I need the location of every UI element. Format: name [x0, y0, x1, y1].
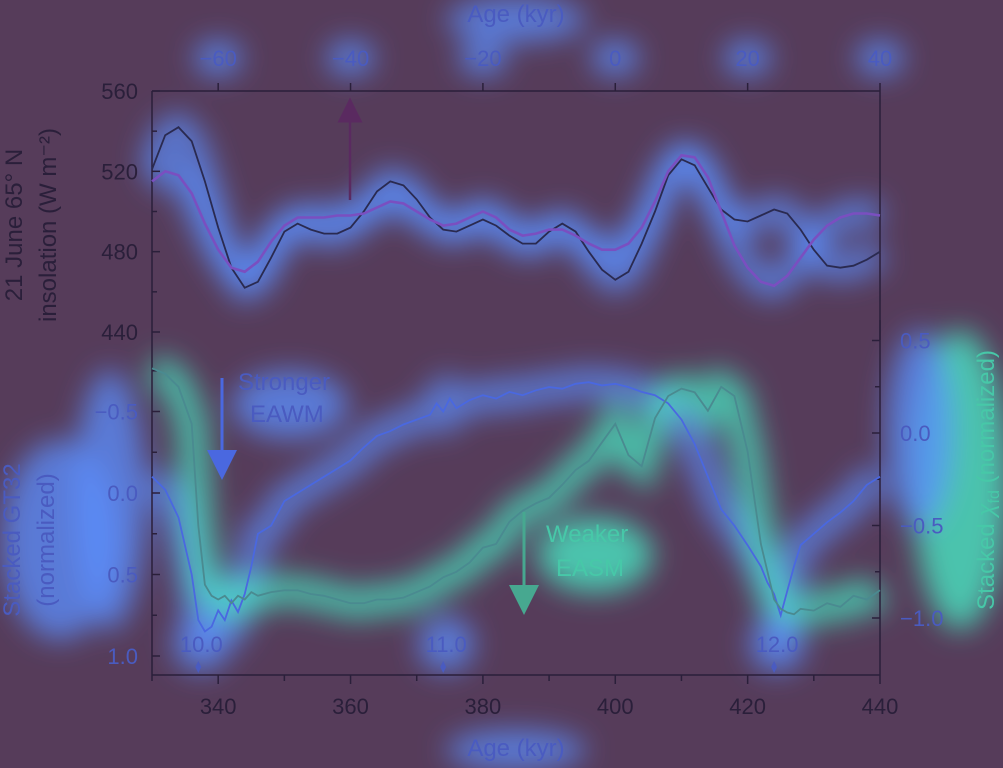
- lower-x-ticks: 340 360 380 400 420 440: [151, 675, 899, 719]
- marker-label: 10.0: [180, 632, 223, 657]
- gt32-line: [151, 381, 881, 633]
- label-glow: [856, 40, 904, 76]
- label-glow: [326, 40, 375, 76]
- upper-series: [151, 126, 881, 289]
- label-glow: [723, 40, 772, 76]
- lower-x-tick-label: 380: [465, 694, 502, 719]
- marker-glow: [418, 616, 475, 672]
- upper-y-axis-title-line1: 21 June 65° N: [1, 149, 28, 301]
- lower-right-y-tick-label: 0.0: [900, 421, 931, 446]
- marker-diamond: [195, 661, 202, 673]
- label-glow: [446, 0, 586, 42]
- upper-y-tick-label: 440: [101, 320, 138, 345]
- marker-glow: [749, 616, 806, 672]
- lower-x-axis-title: Age (kyr): [467, 735, 564, 762]
- upper-x-tick-label: −60: [200, 46, 237, 71]
- upper-x-axis-title: Age (kyr): [467, 1, 564, 28]
- lower-left-y-title-line1: Stacked GT32: [0, 463, 26, 616]
- right-title-symbol: χ: [973, 503, 1000, 519]
- label-glow: [446, 730, 586, 768]
- insolation-line-light: [151, 153, 881, 288]
- lower-x-tick-label: 420: [729, 694, 766, 719]
- lower-left-y-tick-label: 0.5: [107, 563, 138, 588]
- lower-x-tick-label: 340: [200, 694, 237, 719]
- label-glow: [232, 371, 348, 439]
- stronger-label: Stronger: [238, 369, 330, 396]
- lower-left-y-tick-label: 0.0: [107, 481, 138, 506]
- weaker-label: Weaker: [546, 521, 628, 548]
- eawm-label: EAWM: [250, 401, 324, 428]
- lower-left-y-title-line2: (normalized): [33, 473, 60, 606]
- upper-x-tick-label: 20: [735, 46, 759, 71]
- marker-label: 12.0: [756, 632, 799, 657]
- upper-x-tick-label: −40: [332, 46, 369, 71]
- lower-series: [151, 367, 881, 633]
- lower-left-y-tick-label: 1.0: [107, 644, 138, 669]
- label-glow: [886, 330, 954, 530]
- right-title-suffix: (normalized): [973, 350, 1000, 490]
- label-glow: [591, 40, 640, 76]
- easm-label: EASM: [556, 555, 624, 582]
- upper-y-tick-label: 520: [101, 159, 138, 184]
- lower-right-y-tick-label: −1.0: [900, 606, 943, 631]
- label-glow: [74, 370, 146, 630]
- lower-x-tick-label: 400: [597, 694, 634, 719]
- label-glow: [194, 40, 243, 76]
- lower-x-tick-label: 360: [332, 694, 369, 719]
- lower-right-y-title: Stacked χfd (normalized): [973, 350, 1003, 610]
- insolation-line-dark: [151, 126, 881, 289]
- upper-y-tick-label: 560: [101, 79, 138, 104]
- upper-x-tick-label: −20: [464, 46, 501, 71]
- right-title-subscript: fd: [986, 490, 1003, 503]
- marker-diamond: [440, 661, 447, 673]
- lower-markers: 10.0 11.0 12.0: [180, 632, 799, 673]
- lower-left-y-tick-label: −0.5: [95, 400, 138, 425]
- lower-x-tick-label: 440: [862, 694, 899, 719]
- upper-x-ticks: −60 −40 −20 0 20 40: [200, 46, 892, 91]
- label-glow: [537, 517, 653, 593]
- lower-right-y-ticks: 0.5 0.0 −0.5 −1.0: [872, 329, 943, 631]
- upper-y-ticks: 440 480 520 560: [101, 79, 160, 345]
- upper-y-tick-label: 480: [101, 240, 138, 265]
- lower-panel: 340 360 380 400 420 440 −0.50.00.51.0 0.50.0−…: [0, 320, 1003, 762]
- upper-x-tick-label: 40: [868, 46, 892, 71]
- lower-left-y-ticks: −0.5 0.0 0.5 1.0: [95, 370, 160, 669]
- lower-right-y-tick-label: −0.5: [900, 514, 943, 539]
- marker-label: 11.0: [426, 632, 467, 657]
- right-title-prefix: Stacked: [973, 517, 1000, 610]
- label-glow: [458, 40, 507, 76]
- lower-right-y-tick-label: 0.5: [900, 329, 931, 354]
- upper-panel: −60 −40 −20 0 20 40 440 480 520 560 Age (kyr) 21…: [1, 1, 892, 345]
- upper-x-tick-label: 0: [609, 46, 621, 71]
- marker-diamond: [771, 661, 778, 673]
- upper-y-axis-title-line2: insolation (W m⁻²): [35, 128, 62, 322]
- marker-glow: [173, 616, 230, 672]
- chi-fd-line: [151, 367, 881, 616]
